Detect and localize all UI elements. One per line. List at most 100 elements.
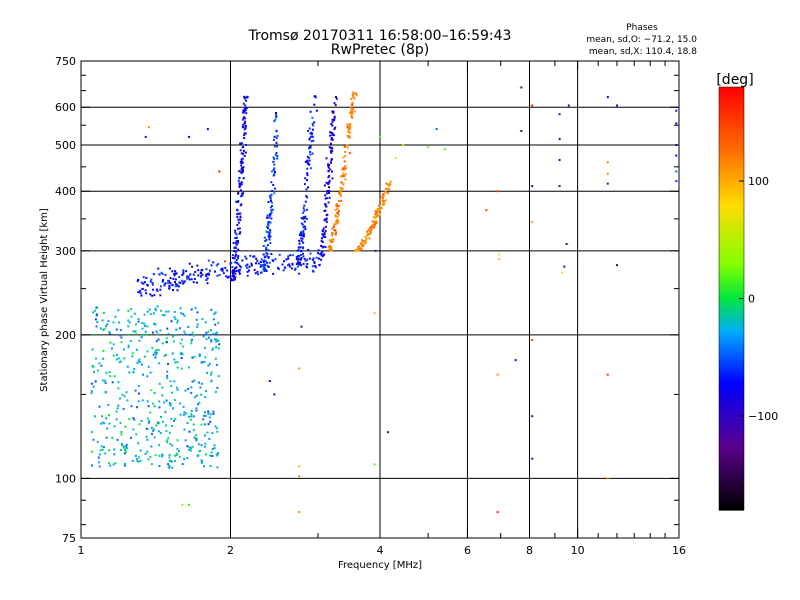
echo-point <box>131 355 134 358</box>
echo-point <box>276 155 279 158</box>
echo-point <box>171 391 174 394</box>
echo-point <box>355 94 358 97</box>
colorbar-segment <box>719 222 744 227</box>
echo-point <box>176 453 178 456</box>
echo-point <box>262 245 265 247</box>
echo-point <box>244 151 247 154</box>
echo-point <box>301 247 304 250</box>
echo-point <box>234 229 237 232</box>
echo-point <box>353 110 356 113</box>
colorbar-segment <box>719 491 744 496</box>
echo-point <box>268 234 271 237</box>
echo-point <box>214 425 217 428</box>
echo-point <box>375 213 378 216</box>
echo-point <box>182 405 185 408</box>
echo-point <box>146 417 149 420</box>
echo-point <box>307 186 310 189</box>
echo-point <box>204 396 207 398</box>
echo-point <box>333 226 335 229</box>
echo-point <box>190 447 192 450</box>
echo-point <box>104 379 107 382</box>
echo-point <box>132 371 135 374</box>
echo-point <box>233 274 235 277</box>
echo-point <box>156 289 159 292</box>
echo-point <box>92 311 95 314</box>
colorbar-segment <box>719 380 744 384</box>
colorbar-tick-label: 100 <box>748 175 769 188</box>
echo-point <box>324 229 327 232</box>
echo-point <box>123 348 125 351</box>
echo-point <box>318 253 321 256</box>
echo-point <box>160 416 162 418</box>
colorbar-segment <box>719 455 744 460</box>
echo-point <box>241 167 244 169</box>
colorbar-segment <box>719 374 744 378</box>
echo-point <box>188 446 191 449</box>
echo-point <box>322 227 325 230</box>
echo-point <box>282 269 285 272</box>
echo-point <box>178 327 181 330</box>
echo-point <box>328 186 330 189</box>
echo-point <box>159 432 162 435</box>
echo-point <box>266 216 268 219</box>
echo-point <box>298 242 301 245</box>
echo-point <box>314 265 317 267</box>
echo-point <box>167 279 170 282</box>
echo-point <box>242 149 245 152</box>
echo-point <box>383 200 386 203</box>
echo-point <box>153 322 156 325</box>
echo-point <box>302 229 305 232</box>
echo-point <box>180 367 183 370</box>
echo-point <box>531 339 534 342</box>
echo-point <box>485 209 488 212</box>
echo-point <box>153 436 156 439</box>
echo-point <box>216 339 219 342</box>
echo-point <box>335 222 338 225</box>
echo-point <box>240 172 243 175</box>
echo-point <box>325 205 328 208</box>
echo-point <box>350 103 353 106</box>
echo-point <box>269 196 272 199</box>
echo-point <box>176 388 179 391</box>
echo-point <box>262 268 265 271</box>
echo-point <box>336 215 339 218</box>
echo-point <box>675 170 678 173</box>
echo-point <box>138 339 141 342</box>
echo-point <box>174 278 177 281</box>
echo-point <box>176 447 179 450</box>
echo-point <box>136 460 139 462</box>
echo-point <box>329 134 332 137</box>
echo-point <box>323 210 326 212</box>
echo-point <box>333 223 336 226</box>
colorbar-segment <box>719 189 744 194</box>
echo-point <box>161 455 164 458</box>
echo-point <box>347 128 350 131</box>
echo-point <box>373 226 375 229</box>
echo-point <box>118 321 121 324</box>
echo-point <box>266 225 269 228</box>
echo-point <box>302 235 305 237</box>
colorbar-segment <box>719 262 744 266</box>
echo-point <box>244 132 247 135</box>
echo-point <box>137 291 140 294</box>
echo-point <box>96 369 99 372</box>
colorbar-segment <box>719 126 744 130</box>
echo-point <box>271 205 273 207</box>
colorbar-segment <box>719 352 744 357</box>
echo-point <box>273 158 276 161</box>
echo-point <box>90 431 93 434</box>
echo-point <box>248 265 251 268</box>
echo-point <box>190 413 193 415</box>
echo-point <box>119 421 122 424</box>
echo-point <box>191 445 194 448</box>
y-axis-label: Stationary phase Virtual Height [km] <box>39 208 50 392</box>
echo-point <box>300 256 303 259</box>
colorbar-segment <box>719 452 744 457</box>
echo-point <box>531 415 534 418</box>
echo-point <box>130 315 133 318</box>
colorbar-segment <box>719 413 744 417</box>
colorbar-segment <box>719 437 744 442</box>
echo-point <box>163 283 166 286</box>
echo-point <box>272 184 275 186</box>
colorbar-segment <box>719 361 744 366</box>
